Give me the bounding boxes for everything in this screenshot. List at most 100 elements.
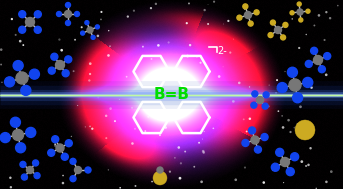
- Circle shape: [13, 61, 23, 70]
- Circle shape: [255, 146, 261, 153]
- Point: [166, 41, 172, 44]
- Point: [17, 77, 23, 81]
- Point: [231, 38, 236, 41]
- Circle shape: [245, 12, 251, 19]
- Point: [187, 44, 193, 47]
- Circle shape: [4, 77, 15, 87]
- Point: [0, 63, 4, 66]
- Circle shape: [268, 33, 273, 38]
- Point: [95, 34, 100, 37]
- Point: [273, 91, 279, 94]
- Circle shape: [57, 12, 61, 16]
- Circle shape: [305, 60, 312, 67]
- Point: [323, 11, 329, 14]
- Point: [274, 79, 280, 82]
- Point: [161, 94, 167, 97]
- Circle shape: [51, 53, 58, 60]
- Circle shape: [52, 136, 59, 143]
- Circle shape: [95, 25, 99, 29]
- Point: [306, 163, 311, 166]
- Point: [69, 135, 74, 138]
- Point: [65, 15, 70, 18]
- Point: [184, 22, 190, 25]
- Point: [87, 125, 93, 128]
- Circle shape: [293, 93, 303, 103]
- Point: [132, 127, 138, 130]
- Circle shape: [12, 129, 24, 140]
- Point: [75, 104, 81, 107]
- Circle shape: [243, 4, 248, 9]
- Circle shape: [34, 173, 40, 179]
- Point: [149, 57, 154, 60]
- Circle shape: [21, 85, 31, 95]
- Circle shape: [81, 31, 85, 35]
- Circle shape: [87, 27, 93, 33]
- Point: [198, 61, 203, 64]
- Point: [182, 81, 188, 84]
- Point: [275, 88, 281, 91]
- Circle shape: [65, 56, 72, 63]
- Point: [104, 137, 109, 140]
- Point: [324, 180, 329, 183]
- Point: [163, 126, 168, 129]
- Circle shape: [314, 56, 322, 64]
- Point: [157, 134, 163, 137]
- Circle shape: [290, 11, 294, 15]
- Point: [8, 186, 14, 189]
- Point: [108, 107, 113, 110]
- Circle shape: [252, 91, 258, 97]
- Point: [145, 115, 151, 118]
- Point: [280, 126, 286, 129]
- Point: [137, 107, 142, 110]
- Circle shape: [311, 47, 318, 54]
- Circle shape: [74, 12, 80, 16]
- Circle shape: [318, 66, 326, 73]
- Point: [172, 156, 178, 159]
- Circle shape: [20, 161, 26, 167]
- Point: [71, 70, 76, 73]
- Point: [221, 22, 226, 26]
- Point: [167, 170, 173, 173]
- Circle shape: [242, 139, 249, 146]
- Circle shape: [251, 102, 257, 108]
- Point: [125, 15, 131, 18]
- Circle shape: [26, 127, 36, 137]
- Point: [187, 109, 192, 112]
- Point: [280, 114, 285, 117]
- Circle shape: [251, 136, 259, 144]
- Circle shape: [263, 92, 269, 98]
- Point: [57, 38, 62, 41]
- Point: [20, 148, 25, 151]
- Point: [247, 117, 252, 120]
- Point: [98, 18, 104, 21]
- Circle shape: [271, 163, 279, 171]
- Circle shape: [34, 11, 41, 18]
- Point: [316, 14, 322, 17]
- Point: [286, 119, 291, 122]
- Circle shape: [62, 70, 69, 77]
- Point: [272, 163, 277, 166]
- Point: [185, 55, 190, 58]
- Circle shape: [157, 167, 163, 173]
- Point: [124, 75, 129, 78]
- Point: [87, 62, 93, 65]
- Point: [62, 70, 68, 73]
- Point: [200, 150, 206, 153]
- Point: [205, 3, 211, 6]
- Point: [112, 120, 118, 123]
- Circle shape: [291, 153, 299, 161]
- Point: [230, 100, 236, 103]
- Circle shape: [283, 22, 288, 27]
- Circle shape: [261, 134, 268, 141]
- Point: [191, 165, 197, 168]
- Circle shape: [297, 2, 301, 6]
- Point: [117, 186, 123, 189]
- Circle shape: [306, 9, 310, 13]
- Circle shape: [85, 21, 89, 25]
- Circle shape: [26, 167, 34, 174]
- Circle shape: [64, 11, 71, 18]
- Point: [220, 65, 226, 68]
- Point: [107, 45, 113, 48]
- Point: [176, 146, 181, 149]
- Circle shape: [85, 167, 91, 173]
